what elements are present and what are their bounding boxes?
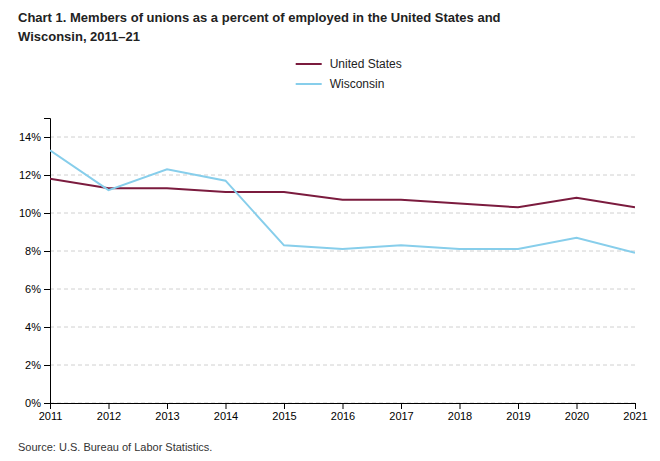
x-tick: 2020 bbox=[565, 403, 589, 422]
x-tick-mark bbox=[577, 403, 578, 409]
x-tick-label: 2020 bbox=[565, 410, 589, 422]
legend-swatch bbox=[296, 63, 322, 65]
x-tick-mark bbox=[284, 403, 285, 409]
x-tick: 2011 bbox=[39, 403, 63, 422]
y-tick-mark bbox=[44, 327, 50, 328]
x-tick-label: 2014 bbox=[214, 410, 238, 422]
title-line: Chart 1. Members of unions as a percent … bbox=[18, 10, 501, 25]
y-tick-mark bbox=[44, 137, 50, 138]
grid-line bbox=[50, 251, 635, 252]
y-tick: 0% bbox=[25, 397, 50, 409]
series-line bbox=[50, 150, 635, 253]
grid-line bbox=[50, 365, 635, 366]
x-tick-mark bbox=[460, 403, 461, 409]
x-axis-line bbox=[51, 404, 636, 410]
y-tick: 4% bbox=[25, 321, 50, 333]
legend-item: United States bbox=[296, 57, 402, 71]
series-line bbox=[50, 179, 635, 208]
grid bbox=[50, 137, 635, 403]
grid-line bbox=[50, 213, 635, 214]
y-axis: 0% 2% 4% 6% 8% 10% 12% 14% bbox=[19, 119, 51, 410]
x-tick: 2021 bbox=[623, 403, 647, 422]
legend-label: United States bbox=[330, 57, 402, 71]
y-tick-mark bbox=[44, 289, 50, 290]
x-tick-label: 2012 bbox=[97, 410, 121, 422]
x-tick-label: 2016 bbox=[331, 410, 355, 422]
x-tick: 2013 bbox=[155, 403, 179, 422]
x-tick: 2012 bbox=[97, 403, 121, 422]
y-tick-label: 2% bbox=[25, 359, 41, 371]
grid-line bbox=[50, 137, 635, 138]
y-tick-label: 4% bbox=[25, 321, 41, 333]
grid-line bbox=[50, 175, 635, 176]
y-tick-mark bbox=[44, 175, 50, 176]
legend-item: Wisconsin bbox=[296, 77, 385, 91]
y-tick-mark bbox=[44, 251, 50, 252]
x-tick-mark bbox=[109, 403, 110, 409]
x-tick-label: 2021 bbox=[623, 410, 647, 422]
grid-line bbox=[50, 289, 635, 290]
x-tick: 2016 bbox=[331, 403, 355, 422]
grid-line bbox=[50, 327, 635, 328]
y-tick: 12% bbox=[19, 169, 50, 181]
x-tick: 2015 bbox=[272, 403, 296, 422]
lines bbox=[50, 150, 635, 253]
x-tick-label: 2013 bbox=[155, 410, 179, 422]
y-tick-mark bbox=[44, 365, 50, 366]
x-tick-mark bbox=[167, 403, 168, 409]
x-tick: 2014 bbox=[214, 403, 238, 422]
x-tick: 2018 bbox=[448, 403, 472, 422]
y-tick: 2% bbox=[25, 359, 50, 371]
y-tick: 8% bbox=[25, 245, 50, 257]
y-tick-mark bbox=[44, 213, 50, 214]
legend-label: Wisconsin bbox=[330, 77, 385, 91]
x-tick-label: 2017 bbox=[389, 410, 413, 422]
legend-swatch bbox=[296, 83, 322, 85]
x-tick: 2019 bbox=[506, 403, 530, 422]
annotation: Source: U.S. Bureau of Labor Statistics. bbox=[18, 441, 212, 453]
y-tick: 10% bbox=[19, 207, 50, 219]
x-tick-label: 2019 bbox=[506, 410, 530, 422]
y-tick-label: 0% bbox=[25, 397, 41, 409]
x-tick-mark bbox=[401, 403, 402, 409]
title-line: Wisconsin, 2011–21 bbox=[18, 29, 140, 44]
y-tick-label: 14% bbox=[19, 131, 41, 143]
x-tick-label: 2011 bbox=[39, 410, 63, 422]
x-tick-mark bbox=[635, 403, 636, 409]
y-tick-label: 6% bbox=[25, 283, 41, 295]
plot: 2011 2012 2013 2014 2015 2016 2017 2018 2019 2020… bbox=[19, 119, 648, 422]
x-tick-mark bbox=[226, 403, 227, 409]
title: Chart 1. Members of unions as a percent … bbox=[18, 10, 501, 44]
y-axis-line bbox=[44, 119, 51, 404]
y-tick-label: 8% bbox=[25, 245, 41, 257]
x-tick: 2017 bbox=[389, 403, 413, 422]
x-axis: 2011 2012 2013 2014 2015 2016 2017 2018 2019 2020… bbox=[39, 403, 648, 422]
x-tick-label: 2015 bbox=[272, 410, 296, 422]
legend: United States Wisconsin bbox=[296, 57, 402, 91]
y-tick: 6% bbox=[25, 283, 50, 295]
x-tick-mark bbox=[518, 403, 519, 409]
y-tick-label: 10% bbox=[19, 207, 41, 219]
y-tick: 14% bbox=[19, 131, 50, 143]
chart: Chart 1. Members of unions as a percent … bbox=[0, 0, 660, 461]
x-tick-label: 2018 bbox=[448, 410, 472, 422]
y-tick-label: 12% bbox=[19, 169, 41, 181]
x-tick-mark bbox=[343, 403, 344, 409]
y-tick-mark bbox=[44, 403, 50, 404]
